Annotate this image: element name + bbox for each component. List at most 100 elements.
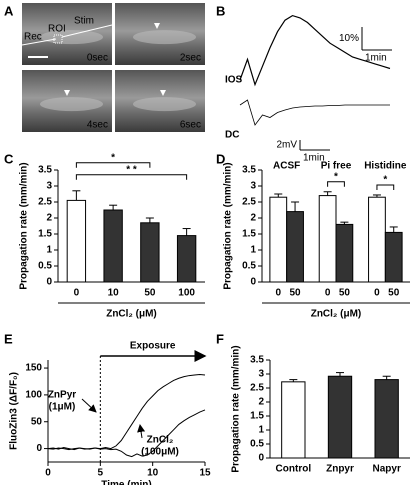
- roi-box: [53, 34, 63, 44]
- bar: [286, 211, 304, 283]
- bar: [335, 223, 354, 283]
- scale-bar-label: 1min: [365, 53, 387, 64]
- panel-letter: B: [216, 3, 225, 18]
- x-tick-label: 100: [178, 288, 195, 299]
- significance-label: * *: [126, 164, 137, 175]
- electrode-label: Stim: [74, 16, 94, 27]
- y-tick-label: 2.5: [250, 383, 264, 394]
- bar: [384, 231, 403, 283]
- x-tick-label: 15: [199, 468, 211, 479]
- significance-bracket: [327, 181, 345, 187]
- y-tick-label: 1: [250, 245, 256, 256]
- panel-letter: D: [216, 151, 225, 166]
- bar: [103, 209, 123, 283]
- trace: [239, 99, 390, 126]
- trace-label: DC: [225, 130, 239, 141]
- tissue-band: [40, 97, 103, 112]
- y-tick-label: 3.5: [250, 355, 264, 366]
- frame-time-label: 6sec: [180, 120, 201, 131]
- group-label: Histidine: [364, 161, 407, 172]
- bar: [327, 375, 353, 459]
- y-tick-label: 100: [25, 390, 42, 401]
- bar: [140, 222, 160, 283]
- stim-electrode: [61, 24, 113, 38]
- wave-arrowhead: [154, 23, 160, 29]
- y-tick-label: 2: [46, 213, 52, 224]
- x-tick-label: 0: [325, 288, 331, 299]
- frame-time-label: 2sec: [180, 53, 201, 64]
- y-tick-label: 0: [258, 453, 264, 464]
- x-tick-label: 0: [275, 288, 281, 299]
- bar: [318, 195, 337, 283]
- wave-arrowhead: [64, 90, 70, 96]
- y-tick-label: 1: [46, 245, 52, 256]
- label-arrow: [81, 398, 97, 413]
- x-tick-label: 0: [45, 468, 51, 479]
- y-tick-label: 3: [46, 181, 52, 192]
- y-tick-label: 3.5: [242, 165, 256, 176]
- y-tick-label: 1.5: [38, 229, 52, 240]
- y-tick-label: 150: [25, 363, 42, 374]
- significance-bracket: [376, 184, 395, 190]
- series-dose: (100μM): [141, 447, 179, 458]
- y-axis-label: Propagation rate (mm/min): [19, 162, 30, 289]
- x-axis-label: Time (min): [101, 480, 151, 485]
- line-series: [47, 409, 206, 458]
- x-tick-label: 50: [144, 288, 156, 299]
- y-tick-label: 0: [46, 277, 52, 288]
- scale-bar-label: 2mV: [276, 140, 297, 151]
- significance-label: *: [334, 171, 338, 182]
- rec-electrode: [21, 38, 57, 46]
- significance-bracket: [75, 174, 188, 180]
- significance-label: *: [111, 152, 115, 163]
- bar: [374, 379, 399, 459]
- y-tick-label: 2: [250, 213, 256, 224]
- x-tick-label: 10: [147, 468, 159, 479]
- x-tick-label: 0: [74, 288, 80, 299]
- tissue-band: [133, 97, 196, 112]
- line-series: [47, 373, 206, 451]
- trace: [239, 14, 391, 87]
- y-tick-label: 3: [258, 369, 264, 380]
- bar: [176, 235, 197, 283]
- wave-arrowhead: [160, 90, 166, 96]
- y-axis-label: Propagation rate (mm/min): [223, 162, 234, 289]
- trace-label: IOS: [225, 75, 243, 86]
- x-tick-label: Napyr: [372, 464, 400, 475]
- series-label: ZnPyr: [48, 390, 76, 401]
- y-tick-label: 0.5: [38, 261, 52, 272]
- y-tick-label: 1: [258, 425, 264, 436]
- y-tick-label: 1.5: [250, 411, 264, 422]
- x-tick-label: 0: [374, 288, 380, 299]
- exposure-label: Exposure: [130, 341, 176, 352]
- panel-letter: C: [4, 151, 14, 166]
- y-tick-label: 0.5: [242, 261, 256, 272]
- x-tick-label: 50: [289, 288, 301, 299]
- y-tick-label: 3.5: [38, 165, 52, 176]
- y-tick-label: 50: [31, 416, 43, 427]
- panel-letter: A: [4, 3, 14, 18]
- scale-bar-label: 1min: [303, 153, 325, 164]
- frame-time-label: 4sec: [87, 120, 108, 131]
- y-tick-label: 0.5: [250, 439, 264, 450]
- x-tick-label: Control: [276, 464, 312, 475]
- frame-time-label: 0sec: [87, 53, 108, 64]
- bar: [368, 196, 386, 283]
- x-tick-label: 5: [98, 468, 104, 479]
- tissue-band: [133, 30, 196, 45]
- x-tick-label: 10: [108, 288, 120, 299]
- x-tick-label: 50: [388, 288, 400, 299]
- bar: [66, 199, 87, 283]
- significance-label: *: [383, 175, 387, 186]
- group-label: ACSF: [273, 161, 300, 172]
- scale-bar-label: 10%: [339, 33, 359, 44]
- series-label: ZnCl₂: [147, 435, 174, 446]
- y-axis-label: Propagation rate (mm/min): [231, 345, 242, 472]
- bar: [269, 196, 288, 283]
- tissue-band: [40, 30, 103, 45]
- y-axis-label: FluoZin3 (ΔF/F₀): [9, 372, 20, 450]
- group-label: Pi free: [321, 161, 352, 172]
- x-tick-label: Znpyr: [326, 464, 354, 475]
- label-arrow: [137, 424, 146, 439]
